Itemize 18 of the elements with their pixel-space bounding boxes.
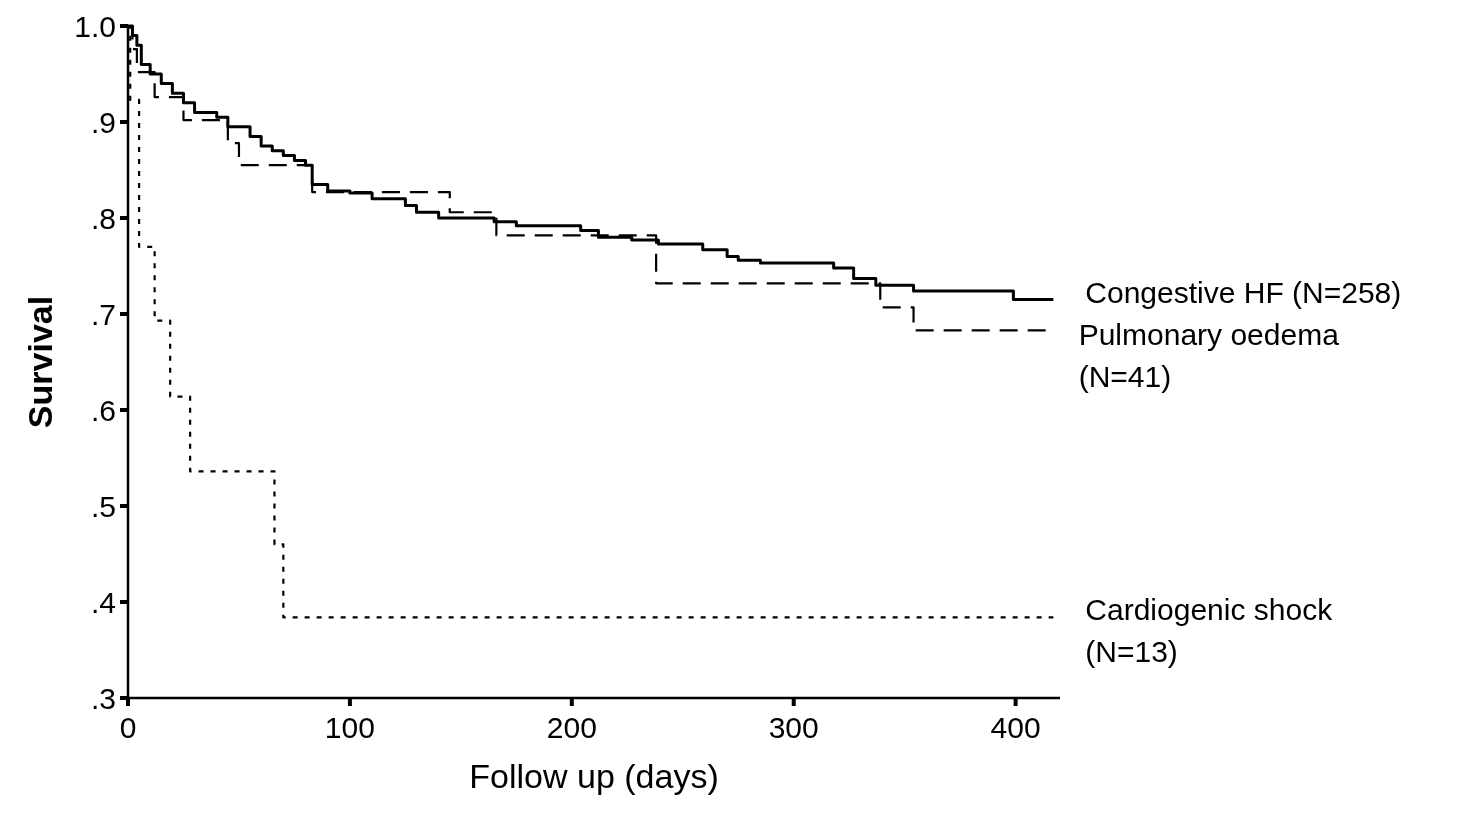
y-axis-title: Survival <box>21 295 59 429</box>
y-tick-label: .7 <box>90 297 116 331</box>
x-tick-label: 400 <box>990 711 1041 744</box>
y-tick-label: .4 <box>90 585 116 619</box>
x-tick-label: 200 <box>546 711 597 744</box>
series-label: Cardiogenic shock (N=13) <box>1085 593 1334 669</box>
series-label: Congestive HF (N=258) <box>1085 275 1402 309</box>
y-tick-label: .3 <box>90 681 116 715</box>
series-label: Pulmonary oedema (N=41) <box>1078 317 1340 393</box>
x-axis-title: Follow up (days) <box>469 757 719 795</box>
x-tick-label: 0 <box>119 711 137 744</box>
y-tick-label: 1.0 <box>74 9 116 43</box>
y-tick-label: .6 <box>90 393 116 427</box>
y-tick-label: .8 <box>90 201 116 235</box>
y-tick-label: .9 <box>90 105 116 139</box>
x-tick-label: 100 <box>324 711 375 744</box>
y-tick-label: .5 <box>90 489 116 523</box>
x-tick-label: 300 <box>768 711 819 744</box>
